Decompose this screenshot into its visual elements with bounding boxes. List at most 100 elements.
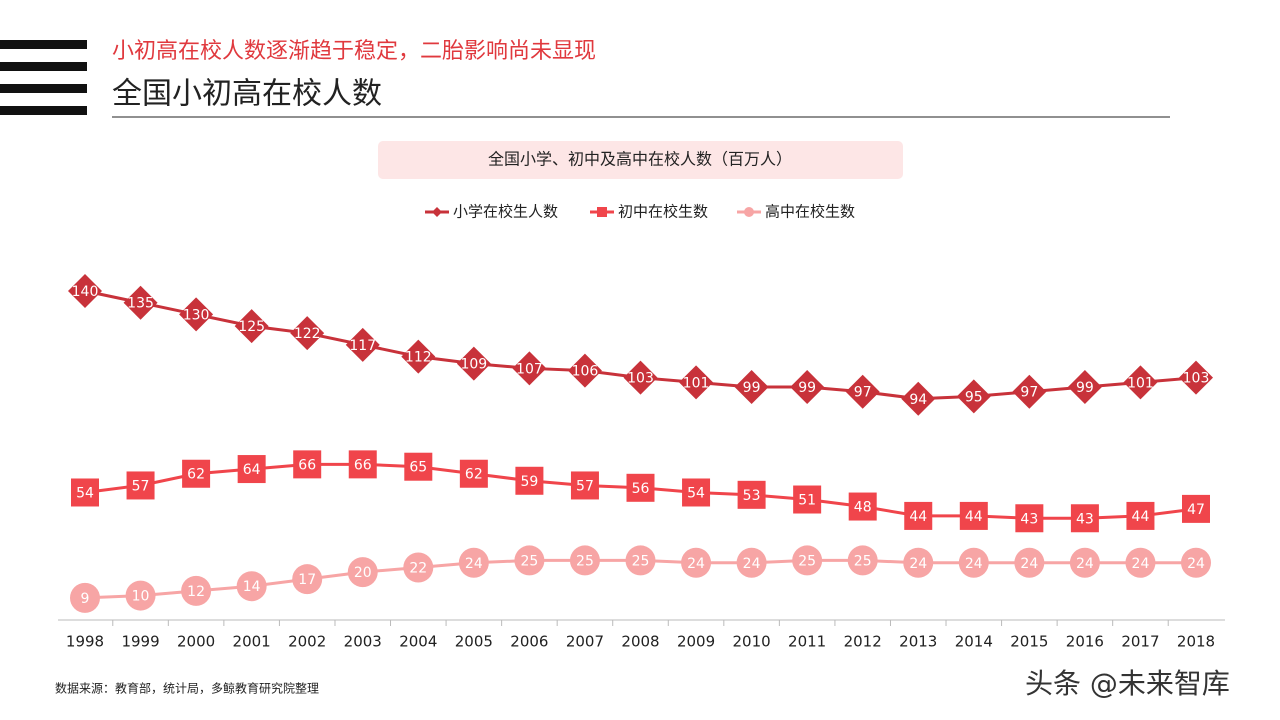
legend-label: 初中在校生数 [618, 203, 708, 221]
x-tick-label: 2017 [1121, 633, 1159, 651]
data-label: 95 [965, 389, 983, 405]
circle-marker [681, 547, 712, 578]
x-tick-label: 1998 [66, 633, 104, 651]
data-label: 25 [854, 553, 872, 569]
circle-marker [347, 557, 378, 588]
x-tick-label: 2004 [399, 633, 437, 651]
stripe [0, 84, 87, 93]
square-marker [904, 501, 933, 530]
square-marker [1182, 494, 1210, 523]
data-label: 64 [243, 462, 261, 478]
data-label: 43 [1076, 511, 1094, 527]
diamond-marker [1123, 365, 1158, 400]
diamond-marker [123, 285, 158, 320]
data-label: 25 [632, 553, 650, 569]
x-tick-label: 2001 [233, 633, 271, 651]
data-label: 109 [460, 357, 487, 373]
diamond-marker [179, 297, 214, 332]
x-tick-label: 2008 [621, 633, 659, 651]
legend-label: 高中在校生数 [765, 203, 855, 221]
legend-label: 小学在校生人数 [453, 203, 558, 221]
circle-marker [1069, 547, 1100, 578]
circle-marker [625, 545, 656, 576]
data-label: 9 [81, 591, 90, 607]
x-tick-label: 1999 [121, 633, 159, 651]
x-tick-label: 2002 [288, 633, 326, 651]
stripe [0, 62, 87, 71]
diamond-marker [401, 339, 436, 374]
data-label: 14 [243, 579, 261, 595]
x-tick-label: 2011 [788, 633, 826, 651]
square-marker [126, 471, 155, 500]
square-marker [515, 466, 544, 495]
circle-marker [514, 545, 545, 576]
x-tick-label: 2018 [1177, 633, 1215, 651]
circle-marker [125, 580, 156, 611]
data-label: 122 [294, 326, 321, 342]
diamond-marker [290, 316, 325, 351]
square-marker [404, 452, 433, 481]
data-label: 12 [187, 584, 205, 600]
data-label: 101 [683, 375, 710, 391]
data-label: 54 [687, 485, 705, 501]
x-tick-label: 2013 [899, 633, 937, 651]
diamond-marker [345, 327, 380, 362]
diamond-marker [68, 274, 102, 308]
data-label: 99 [743, 380, 761, 396]
x-tick-label: 2016 [1066, 633, 1104, 651]
square-marker [1126, 501, 1155, 530]
circle-marker [569, 545, 600, 576]
data-label: 112 [405, 350, 432, 366]
diamond-marker [734, 370, 769, 405]
circle-marker [292, 564, 323, 595]
data-label: 44 [909, 509, 927, 525]
stripe [0, 40, 87, 49]
diamond-marker [1179, 360, 1213, 395]
data-label: 24 [465, 556, 483, 572]
data-label: 106 [572, 364, 599, 380]
square-marker [959, 501, 988, 530]
data-label: 117 [349, 338, 376, 354]
x-tick-label: 2012 [844, 633, 882, 651]
x-tick-label: 2015 [1010, 633, 1048, 651]
square-marker [737, 480, 766, 509]
circle-marker [847, 545, 878, 576]
square-marker [182, 459, 211, 488]
square-marker [848, 492, 877, 521]
x-tick-label: 2010 [733, 633, 771, 651]
chart-title: 全国小学、初中及高中在校人数（百万人） [488, 150, 792, 169]
circle-marker [792, 545, 823, 576]
circle-marker [903, 547, 934, 578]
data-label: 24 [1132, 556, 1150, 572]
data-label: 17 [298, 572, 316, 588]
data-label: 99 [798, 380, 816, 396]
diamond-marker [1067, 370, 1102, 405]
diamond-marker [845, 374, 880, 409]
data-label: 125 [238, 319, 265, 335]
data-label: 25 [576, 553, 594, 569]
data-label: 51 [798, 493, 816, 509]
diamond-marker [901, 381, 936, 416]
square-marker [348, 450, 377, 479]
data-label: 107 [516, 361, 543, 377]
data-label: 101 [1127, 375, 1154, 391]
diamond-marker [567, 353, 602, 388]
square-marker [1015, 504, 1044, 533]
data-label: 56 [632, 481, 650, 497]
circle-marker [181, 575, 212, 606]
source: 数据来源：教育部，统计局，多鲸教育研究院整理 [55, 681, 319, 696]
circle-marker [458, 547, 489, 578]
square-marker [459, 459, 488, 488]
x-tick-label: 2003 [344, 633, 382, 651]
x-tick-label: 2000 [177, 633, 215, 651]
subtitle: 小初高在校人数逐渐趋于稳定，二胎影响尚未显现 [112, 39, 596, 64]
square-marker [237, 455, 266, 484]
data-label: 10 [132, 589, 150, 605]
data-label: 47 [1187, 502, 1205, 518]
x-tick-label: 2007 [566, 633, 604, 651]
circle-marker [736, 547, 767, 578]
square-marker [597, 207, 607, 217]
square-marker [71, 478, 99, 507]
data-label: 135 [127, 296, 154, 312]
